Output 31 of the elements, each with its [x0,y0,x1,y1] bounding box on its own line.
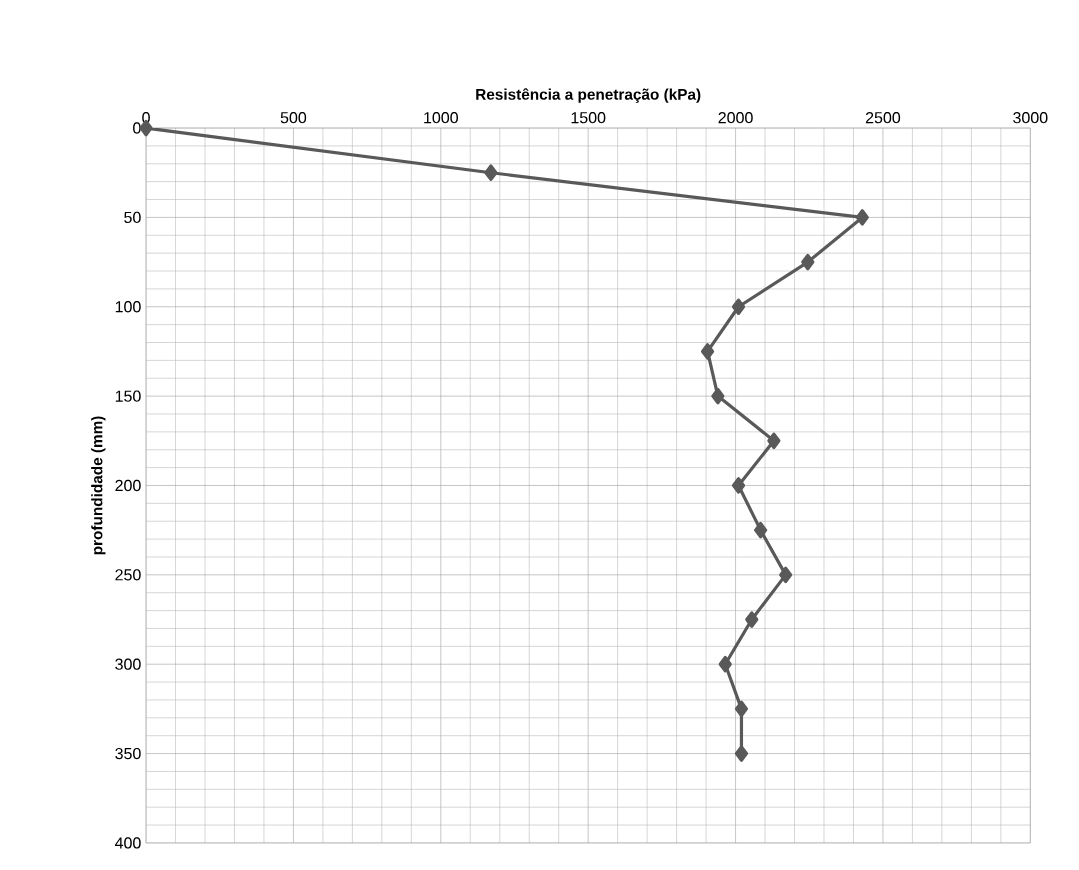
point [779,566,793,584]
point [767,432,781,450]
x-tick-label: 1500 [571,112,606,124]
point [754,522,768,539]
x-tick-label: 1000 [424,112,458,124]
y-tick-label: 400 [115,837,141,849]
point [718,656,732,673]
x-tick-label: 3000 [1013,112,1048,124]
y-tick-label: 250 [115,569,141,581]
point [801,254,815,271]
y-tick-label: 350 [115,748,141,760]
y-tick-label: 200 [115,480,141,492]
y-tick-label: 0 [133,122,141,134]
point [711,388,725,405]
point [745,611,759,628]
y-tick-label: 300 [115,658,141,671]
point [731,477,746,494]
point [855,209,869,226]
x-tick-label: 2500 [865,112,901,124]
point [484,164,498,182]
y-tick-label: 100 [115,301,141,313]
point [734,745,749,763]
point [731,298,746,316]
point [734,700,749,718]
x-tick-label: 500 [280,112,307,124]
x-axis-title: Resistência a penetração (kPa) [476,88,701,104]
y-tick-label: 150 [115,390,141,402]
point [700,343,715,360]
x-tick-label: 2000 [718,112,753,124]
y-tick-label: 50 [124,211,141,224]
y-axis-title: profundidade (mm) [91,416,106,555]
